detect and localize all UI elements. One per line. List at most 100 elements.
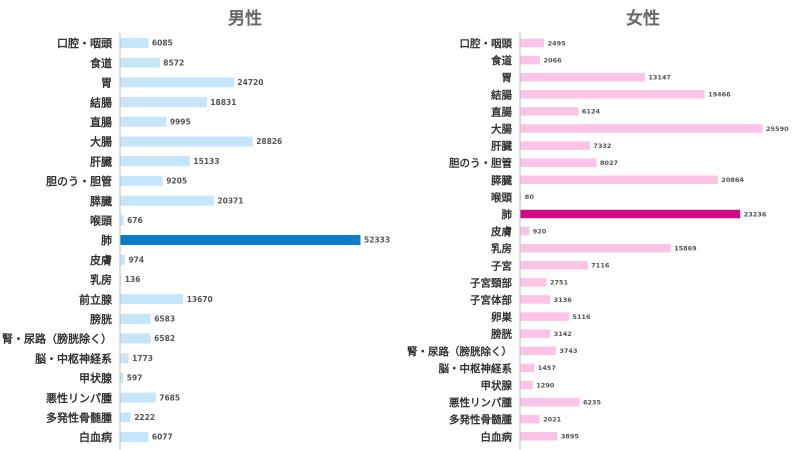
value-label-female: 1457 bbox=[538, 364, 556, 372]
bar-male bbox=[120, 274, 122, 285]
bar-female bbox=[520, 295, 551, 304]
bar-female bbox=[520, 397, 580, 407]
value-label-female: 13147 bbox=[648, 74, 671, 82]
value-label-male: 6583 bbox=[154, 315, 175, 324]
bar-male bbox=[120, 254, 125, 265]
bar-male bbox=[120, 412, 131, 423]
value-label-female: 15869 bbox=[674, 245, 697, 253]
category-label-male: 胃 bbox=[101, 77, 112, 90]
category-label-female: 子宮 bbox=[491, 259, 512, 272]
category-label-male: 喉頭 bbox=[90, 213, 113, 227]
value-label-male: 9205 bbox=[166, 177, 187, 186]
category-label-female: 子宮体部 bbox=[470, 293, 512, 306]
category-label-female: 悪性リンパ腫 bbox=[449, 396, 512, 409]
bar-female bbox=[520, 243, 671, 253]
bar-male bbox=[120, 97, 207, 108]
category-label-female: 甲状腺 bbox=[481, 379, 513, 392]
category-label-female: 乳房 bbox=[491, 242, 512, 255]
bar-female bbox=[520, 158, 597, 167]
category-label-male: 腎・尿路（膀胱除く） bbox=[2, 332, 112, 346]
value-label-female: 7116 bbox=[591, 262, 610, 270]
bar-male bbox=[120, 215, 124, 226]
category-label-male: 前立腺 bbox=[79, 292, 113, 306]
bar-female bbox=[520, 432, 558, 441]
bar-female bbox=[520, 175, 718, 185]
chart-title-female: 女性 bbox=[626, 8, 660, 29]
category-label-male: 結腸 bbox=[90, 95, 112, 109]
value-label-female: 7332 bbox=[593, 142, 611, 150]
category-label-male: 悪性リンパ腫 bbox=[46, 391, 112, 405]
category-label-female: 膵臓 bbox=[491, 174, 512, 187]
bar-male bbox=[120, 353, 129, 364]
category-label-female: 腎・尿路（膀胱除く） bbox=[407, 345, 512, 358]
bar-female bbox=[520, 38, 545, 48]
category-label-female: 肺 bbox=[502, 208, 513, 221]
category-label-female: 結腸 bbox=[491, 88, 512, 101]
value-label-female: 5116 bbox=[572, 313, 591, 321]
value-label-female: 23236 bbox=[744, 210, 767, 218]
value-label-male: 52333 bbox=[364, 236, 390, 245]
value-label-female: 3142 bbox=[554, 330, 572, 338]
bar-female bbox=[520, 141, 590, 150]
category-label-male: 多発性骨髄腫 bbox=[46, 410, 112, 424]
bar-female bbox=[520, 261, 588, 270]
category-label-female: 白血病 bbox=[481, 430, 513, 443]
value-label-male: 136 bbox=[125, 275, 141, 284]
category-label-female: 多発性骨髄腫 bbox=[449, 413, 512, 426]
category-label-female: 肝臓 bbox=[491, 140, 512, 153]
bar-female bbox=[520, 346, 556, 356]
value-label-male: 6085 bbox=[152, 39, 173, 48]
category-label-female: 胃 bbox=[502, 72, 513, 84]
category-label-male: 白血病 bbox=[79, 430, 112, 444]
value-label-female: 2066 bbox=[544, 56, 563, 64]
bar-female bbox=[520, 414, 540, 424]
category-label-male: 甲状腺 bbox=[79, 371, 113, 385]
value-label-female: 20864 bbox=[721, 176, 744, 184]
value-label-male: 597 bbox=[127, 374, 143, 383]
bar-female bbox=[520, 72, 645, 82]
category-label-male: 乳房 bbox=[90, 273, 112, 287]
category-label-male: 肺 bbox=[101, 233, 112, 247]
value-label-female: 25590 bbox=[766, 125, 789, 133]
value-label-female: 6124 bbox=[582, 108, 601, 116]
bar-female bbox=[520, 380, 533, 390]
bar-male bbox=[120, 136, 253, 147]
bar-male bbox=[120, 432, 149, 442]
bar-female-highlight bbox=[520, 209, 741, 219]
value-label-male: 676 bbox=[127, 216, 143, 225]
category-label-female: 喉頭 bbox=[491, 191, 512, 204]
category-label-male: 皮膚 bbox=[89, 253, 112, 267]
bar-male bbox=[120, 392, 156, 403]
bar-male bbox=[120, 195, 214, 206]
category-label-male: 口腔・咽頭 bbox=[57, 36, 113, 50]
bar-female bbox=[520, 278, 547, 287]
bar-male bbox=[120, 294, 184, 305]
category-label-female: 膀胱 bbox=[490, 328, 512, 341]
bar-male bbox=[120, 156, 190, 167]
value-label-female: 3743 bbox=[559, 347, 577, 355]
bar-male bbox=[120, 333, 151, 344]
category-label-female: 大腸 bbox=[491, 122, 512, 135]
bar-male-highlight bbox=[120, 235, 361, 245]
value-label-female: 6235 bbox=[583, 398, 602, 406]
value-label-female: 1290 bbox=[536, 381, 555, 389]
bar-male bbox=[120, 175, 163, 186]
value-label-male: 7685 bbox=[159, 393, 180, 402]
value-label-male: 13670 bbox=[187, 295, 213, 304]
value-label-male: 8572 bbox=[163, 58, 184, 67]
category-label-male: 胆のう・胆管 bbox=[46, 174, 112, 188]
chart-title-male: 男性 bbox=[228, 8, 262, 29]
category-label-female: 卵巣 bbox=[491, 311, 512, 324]
value-label-female: 80 bbox=[525, 193, 535, 201]
value-label-male: 6582 bbox=[154, 334, 175, 343]
value-label-male: 1773 bbox=[132, 354, 153, 363]
bar-female bbox=[520, 312, 569, 321]
bar-female bbox=[520, 363, 535, 373]
bar-female bbox=[520, 226, 530, 236]
value-label-male: 28826 bbox=[256, 137, 282, 146]
category-label-male: 膀胱 bbox=[89, 312, 112, 326]
value-label-female: 3895 bbox=[561, 433, 580, 441]
category-label-male: 食道 bbox=[90, 56, 112, 70]
